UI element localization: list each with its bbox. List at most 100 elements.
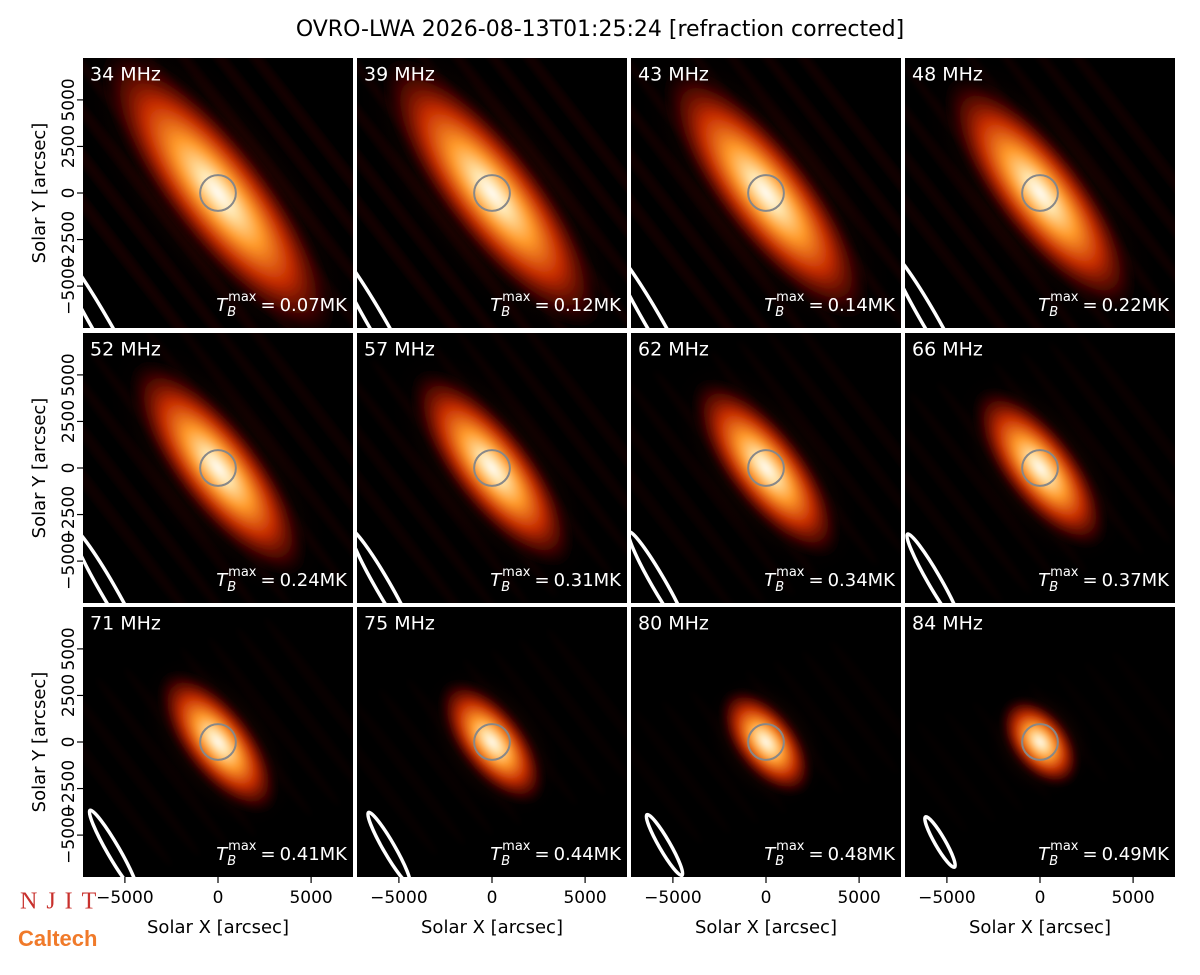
source [659,62,873,324]
solar-disk [747,174,785,212]
sidelobe [264,617,353,787]
logo: Caltech [18,926,97,951]
tb-subscript: B [775,854,784,869]
tb-relation: = [1082,295,1097,316]
beam [923,815,957,869]
y-tick-label: 2500 [59,400,79,443]
beam [631,246,697,328]
tb-subscript: B [501,580,510,595]
x-tick-label: −5000 [370,888,428,908]
sidelobe [1077,333,1175,524]
panel-label: 52 MHz [90,339,161,361]
beam [83,241,152,328]
tb-symbol: T [764,295,777,316]
y-tick-label: −5000 [59,806,79,864]
tb-subscript: B [227,580,236,595]
panel [631,58,901,328]
source [436,677,548,807]
sidelobe [200,333,353,568]
sidelobe [758,58,901,306]
tb-symbol: T [216,295,229,316]
sidelobe [483,333,627,557]
sidelobe [633,710,731,834]
tb-superscript: max [776,565,805,580]
tb-symbol: T [216,570,229,591]
tb-superscript: max [1050,839,1079,854]
sidelobe [357,379,501,603]
y-tick-label: 2500 [59,674,79,717]
tb-superscript: max [776,839,805,854]
sidelobe [83,58,243,328]
sidelobe [829,640,901,764]
sidelobe [546,629,627,775]
source [998,695,1082,789]
x-tick-label: −5000 [918,888,976,908]
beam [87,808,140,877]
sidelobe [631,70,802,328]
solar-disk [473,449,511,487]
panel [357,58,627,328]
tb-value: 0.37MK [1102,570,1171,591]
tb-relation: = [534,844,549,865]
tb-value: 0.24MK [280,570,349,591]
tb-value: 0.49MK [1102,844,1171,865]
solar-disk [199,449,237,487]
tb-relation: = [534,295,549,316]
tb-subscript: B [775,305,784,320]
x-tick-label: 5000 [1111,888,1154,908]
sidelobe [1049,342,1175,534]
panel-label: 48 MHz [912,64,983,86]
panel-label: 57 MHz [364,339,435,361]
panel-label: 84 MHz [912,613,983,635]
sidelobe [631,391,766,603]
tb-annotation: TBmax = 0.44MK [490,839,622,869]
y-tick-label: −2500 [59,760,79,818]
solar-disk [747,449,785,487]
solar-disk [747,723,785,761]
x-axis-label: Solar X [arcsec] [421,917,563,938]
tb-annotation: TBmax = 0.31MK [490,565,622,595]
tb-value: 0.41MK [280,844,349,865]
y-tick-label: 0 [59,737,79,748]
tb-subscript: B [501,854,510,869]
panel-label: 62 MHz [638,339,709,361]
tb-symbol: T [1038,295,1051,316]
tb-value: 0.44MK [554,844,623,865]
tb-relation: = [534,570,549,591]
tb-superscript: max [502,290,531,305]
panel [905,607,1175,877]
sidelobe [83,368,236,603]
x-tick-label: 5000 [289,888,332,908]
tb-annotation: TBmax = 0.34MK [764,565,896,595]
sidelobe [518,639,627,785]
sidelobe [766,333,901,545]
tb-subscript: B [1049,854,1058,869]
tb-symbol: T [490,844,503,865]
logo: NJIT [20,889,105,915]
y-axis-label: Solar Y [arcsec] [29,398,50,539]
tb-symbol: T [764,570,777,591]
y-tick-label: −2500 [59,211,79,269]
beam [83,525,146,603]
tb-symbol: T [1038,570,1051,591]
y-axis-label: Solar Y [arcsec] [29,672,50,813]
tb-superscript: max [228,565,257,580]
sidelobe [1084,661,1164,763]
beam [631,530,691,603]
solar-disk [199,174,237,212]
tb-superscript: max [502,565,531,580]
tb-symbol: T [490,295,503,316]
tb-superscript: max [776,290,805,305]
tb-superscript: max [228,290,257,305]
source [155,668,281,816]
panel [357,333,627,603]
tb-relation: = [808,295,823,316]
panel [83,58,353,328]
sidelobe [631,720,703,844]
tb-subscript: B [1049,305,1058,320]
beam [366,810,412,877]
solar-disk [1021,723,1059,761]
tb-symbol: T [216,844,229,865]
panel-label: 75 MHz [364,613,435,635]
x-axis-label: Solar X [arcsec] [695,917,837,938]
